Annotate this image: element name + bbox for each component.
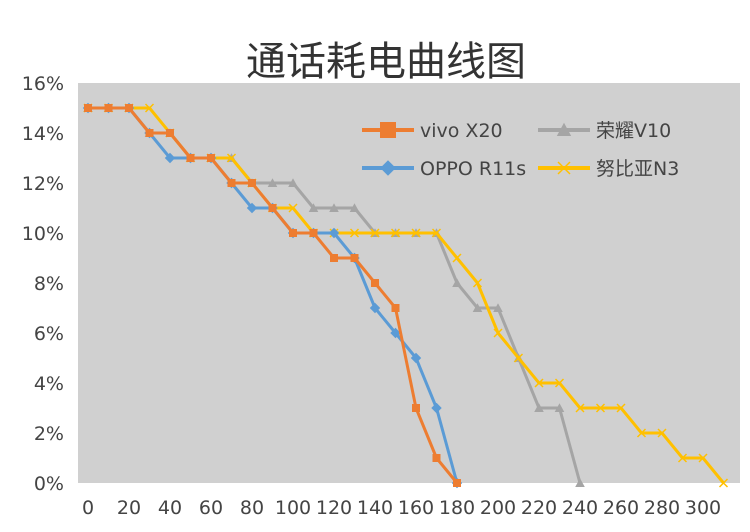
x-tick-label: 280 (644, 497, 680, 519)
data-point (369, 302, 381, 314)
data-point (595, 403, 606, 413)
data-point (575, 478, 585, 487)
data-point (349, 203, 360, 212)
data-point (432, 454, 441, 462)
data-point (677, 453, 688, 463)
data-point (616, 403, 626, 413)
data-point (309, 229, 318, 237)
data-point (125, 104, 133, 112)
data-point (493, 328, 503, 338)
series-vivo-X20 (84, 104, 461, 487)
data-point (144, 103, 155, 113)
data-point (226, 153, 237, 163)
x-tick-label: 260 (603, 497, 639, 519)
data-point (349, 228, 360, 238)
data-point (289, 229, 297, 237)
data-point (431, 402, 442, 414)
x-tick-label: 240 (562, 497, 598, 519)
x-tick-label: 180 (439, 497, 475, 519)
data-point (371, 279, 379, 287)
data-point (350, 254, 359, 262)
data-point (534, 378, 544, 388)
data-point (411, 228, 421, 238)
data-point (246, 202, 258, 214)
data-point (391, 304, 400, 312)
chart-title: 通话耗电曲线图 (246, 39, 526, 85)
data-point (380, 122, 396, 138)
data-point (207, 154, 215, 162)
data-point (452, 278, 462, 287)
data-point (84, 104, 92, 112)
x-tick-label: 160 (398, 497, 434, 519)
data-point (493, 303, 503, 312)
data-point (104, 104, 113, 112)
legend-label: vivo X20 (420, 120, 503, 142)
x-tick-label: 40 (158, 497, 182, 519)
legend-label: OPPO R11s (420, 158, 526, 180)
y-tick-label: 8% (34, 273, 64, 295)
data-point (166, 129, 174, 137)
data-point (390, 327, 401, 339)
data-point (186, 154, 195, 162)
x-tick-label: 100 (275, 497, 311, 519)
data-point (412, 404, 420, 412)
data-point (636, 428, 647, 438)
data-point (513, 353, 524, 363)
data-point (698, 453, 708, 463)
data-point (472, 278, 483, 288)
data-point (554, 403, 565, 412)
data-point (164, 152, 176, 164)
legend-item: OPPO R11s (362, 158, 526, 180)
data-point (380, 160, 396, 176)
y-tick-label: 2% (34, 423, 64, 445)
data-point (268, 204, 277, 212)
y-tick-label: 12% (22, 173, 64, 195)
data-point (718, 478, 729, 488)
x-tick-label: 0 (82, 497, 94, 519)
data-point (556, 122, 572, 136)
data-point (554, 378, 565, 388)
y-tick-label: 14% (22, 123, 64, 145)
x-tick-label: 300 (685, 497, 721, 519)
y-tick-label: 0% (34, 473, 64, 495)
data-point (534, 403, 544, 412)
data-point (452, 253, 462, 263)
data-point (227, 179, 236, 187)
data-point (557, 161, 571, 175)
x-tick-label: 60 (199, 497, 223, 519)
data-point (390, 228, 401, 238)
data-point (575, 403, 585, 413)
data-point (657, 428, 667, 438)
y-tick-label: 6% (34, 323, 64, 345)
data-point (472, 303, 483, 312)
data-point (328, 227, 340, 239)
x-tick-label: 120 (316, 497, 352, 519)
y-tick-label: 16% (22, 73, 64, 95)
data-point (145, 129, 154, 137)
data-point (410, 352, 422, 364)
data-point (431, 228, 442, 238)
data-point (330, 254, 338, 262)
data-point (288, 203, 298, 213)
data-point (370, 228, 380, 238)
legend-item: 荣耀V10 (538, 120, 671, 142)
data-point (248, 179, 256, 187)
data-point (453, 479, 461, 487)
legend-item: vivo X20 (362, 120, 503, 142)
legend-label: 荣耀V10 (596, 120, 671, 142)
y-tick-label: 4% (34, 373, 64, 395)
data-point (308, 203, 319, 212)
x-tick-label: 220 (521, 497, 557, 519)
data-point (329, 203, 339, 212)
data-point (267, 178, 278, 187)
data-point (288, 178, 298, 187)
x-tick-label: 80 (240, 497, 264, 519)
legend-label: 努比亚N3 (596, 158, 679, 180)
y-tick-label: 10% (22, 223, 64, 245)
x-tick-label: 140 (357, 497, 393, 519)
legend-item: 努比亚N3 (538, 158, 679, 180)
x-tick-label: 20 (117, 497, 141, 519)
x-tick-label: 200 (480, 497, 516, 519)
